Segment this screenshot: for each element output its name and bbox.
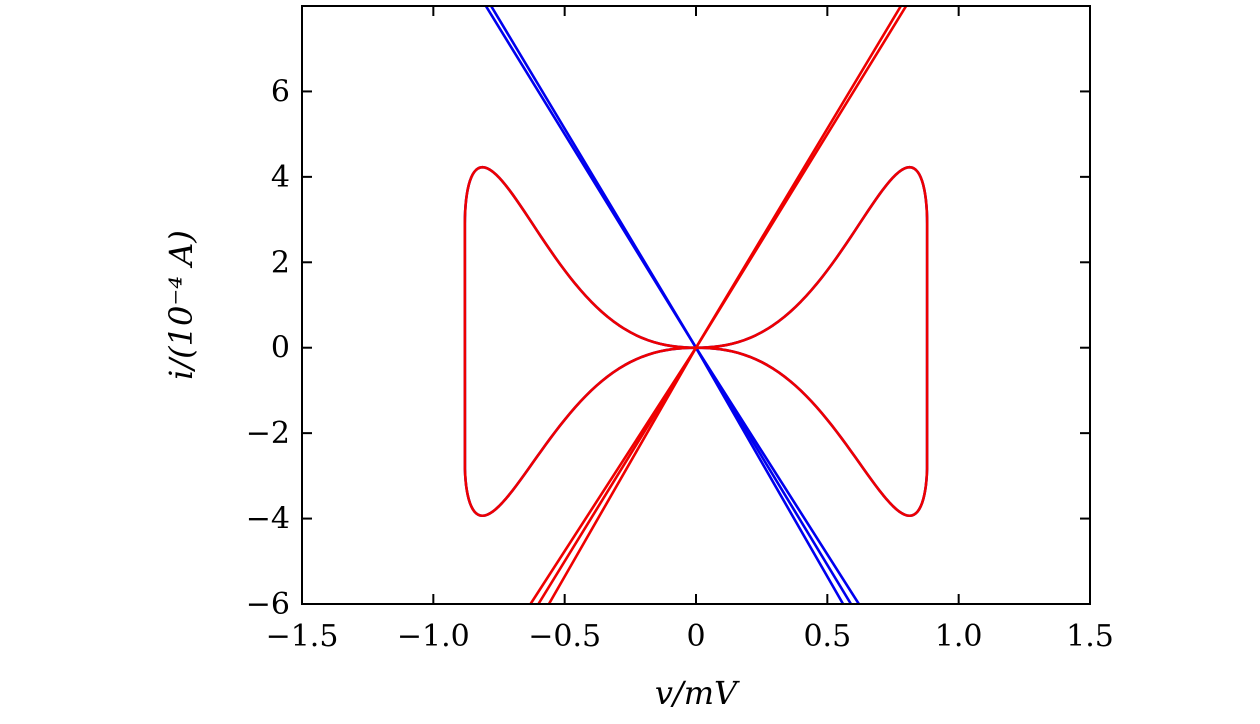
y-tick-label: −6 (246, 587, 290, 622)
x-tick-label: 1.0 (935, 619, 983, 654)
x-tick-label: 0 (686, 619, 705, 654)
series-2-loop (463, 165, 929, 518)
axis-ticks: −1.5 −1.0 −0.5 0 0.5 1.0 1.5 −6 −4 −2 0 2 4 6 (246, 6, 1114, 654)
y-tick-label: 0 (271, 331, 290, 366)
x-tick-label: 1.5 (1066, 619, 1114, 654)
series-2-line (529, 346, 698, 604)
series-2-line (694, 6, 908, 350)
series-1-line (489, 6, 698, 350)
series-1-loop (463, 165, 929, 518)
series-2-line (547, 346, 698, 604)
y-tick-label: −4 (246, 502, 290, 537)
y-tick-label: −2 (246, 416, 290, 451)
plot-frame (301, 5, 1091, 605)
series-1-line (694, 346, 861, 604)
x-tick-label: −1.5 (266, 619, 339, 654)
y-tick-label: 4 (271, 160, 290, 195)
y-tick-label: 2 (271, 245, 290, 280)
plot-curves (463, 6, 929, 604)
x-tick-label: 0.5 (803, 619, 851, 654)
x-tick-label: −0.5 (528, 619, 601, 654)
x-tick-label: −1.0 (397, 619, 470, 654)
x-axis-label: v/mV (655, 674, 740, 712)
y-axis-label: i/(10⁻⁴ A) (162, 230, 200, 380)
y-tick-label: 6 (271, 74, 290, 109)
